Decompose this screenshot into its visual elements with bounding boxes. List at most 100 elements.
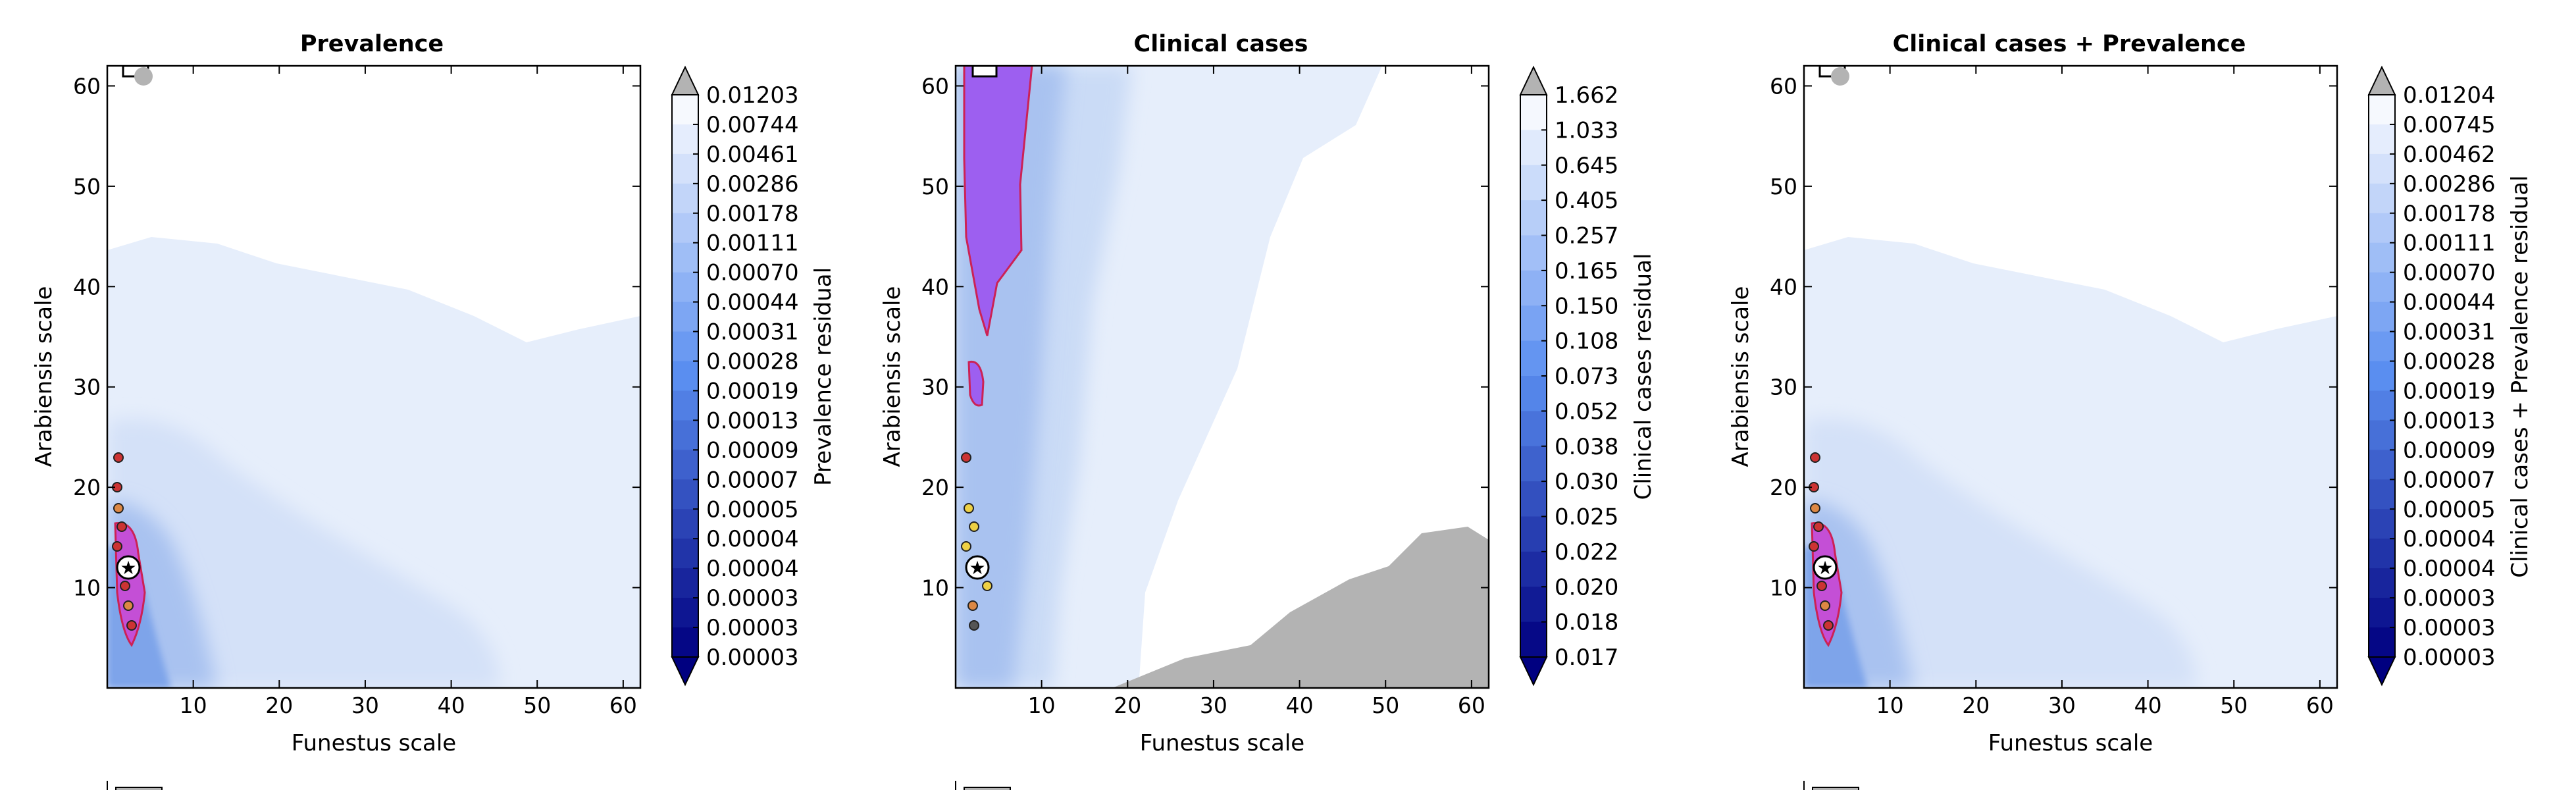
colorbar-extend-max [1519,65,1548,95]
colorbar-band [672,598,698,628]
colorbar-tick-label: 0.00009 [2403,437,2496,463]
panel-clinical-cases: Clinical cases ★ 10 20 30 40 50 60 10 20 30 40 50… [879,31,1657,756]
colorbar-tick-label: 0.00019 [706,378,799,404]
colorbar-band [2369,390,2395,421]
legend-fragments [107,781,1859,790]
y-tick-label: 50 [921,174,949,199]
x-tick-label: 40 [2134,693,2162,718]
heatmap-field: ★ [1804,66,2337,688]
svg-text:★: ★ [969,557,985,579]
x-axis-label: Funestus scale [292,730,456,756]
colorbar-band [672,568,698,598]
y-axis-label: Arabiensis scale [1728,286,1754,467]
x-axis: 10 20 30 40 50 60 [180,66,637,718]
colorbar-tick-label: 0.00028 [706,349,799,375]
colorbar-band [1520,446,1547,482]
colorbar-band [2369,450,2395,480]
colorbar-tick-label: 0.00003 [2403,585,2496,612]
optimum-marker [965,555,990,580]
colorbar-band [672,242,698,273]
colorbar-band [2369,124,2395,155]
colorbar-band [2369,183,2395,214]
colorbar-tick-label: 1.033 [1555,117,1618,144]
y-axis: 10 20 30 40 50 60 [921,73,1489,601]
colorbar-band [672,183,698,214]
colorbar-band [2369,539,2395,569]
colorbar-band [2369,242,2395,273]
colorbar-band [672,390,698,421]
colorbar-frame [671,94,699,658]
colorbar-tick-label: 0.017 [1555,645,1618,671]
colorbar-tick-label: 0.00744 [706,112,799,138]
colorbar-tick-label: 0.052 [1555,398,1618,425]
colorbar-band [672,272,698,303]
colorbar-band [1520,95,1547,130]
colorbar-extend-min [1519,656,1548,687]
chart-title: Clinical cases + Prevalence [1893,31,2246,57]
colorbar-tick-label: 0.00004 [2403,526,2496,552]
colorbar-band [672,479,698,510]
y-axis-label: Arabiensis scale [31,286,57,467]
y-tick-label: 60 [73,73,101,99]
colorbar-band [1520,200,1547,236]
y-tick-label: 30 [921,375,949,400]
colorbar-tick-label: 0.00019 [2403,378,2496,404]
colorbar-extend-min [671,656,700,687]
colorbar-tick-label: 0.030 [1555,469,1618,495]
colorbar-tick-label: 0.00461 [706,142,799,168]
colorbar-tick-label: 0.00003 [706,615,799,641]
colorbar-band [1520,411,1547,447]
colorbar-tick-label: 0.00111 [706,230,799,257]
colorbar-tick-label: 0.00003 [706,645,799,671]
x-tick-label: 50 [1372,693,1399,718]
x-tick-label: 10 [1876,693,1904,718]
colorbar-tick-label: 0.00745 [2403,112,2496,138]
colorbar-tick-label: 0.00009 [706,437,799,463]
y-tick-label: 40 [1770,274,1797,300]
colorbar-band [672,124,698,155]
chart-title: Clinical cases [1134,31,1308,57]
svg-text:★: ★ [120,557,136,579]
colorbar-band [672,420,698,450]
svg-text:★: ★ [1816,557,1833,579]
x-axis: 10 20 30 40 50 60 [1028,66,1485,718]
colorbar-tick-label: 0.073 [1555,363,1618,390]
colorbar-tick-label: 0.150 [1555,293,1618,319]
y-tick-label: 20 [921,475,949,500]
panel-clinical-cases-plus-prevalence: Clinical cases + Prevalence ★ 10 20 30 40 50… [1728,31,2533,756]
colorbar-tick-label: 0.00070 [706,260,799,286]
colorbar-band [672,450,698,480]
colorbar-tick-label: 0.00003 [2403,615,2496,641]
colorbar-band [2369,331,2395,362]
colorbar-extend-max [2367,65,2396,95]
colorbar-band [2369,153,2395,184]
x-tick-label: 30 [1200,693,1227,718]
x-tick-label: 10 [180,693,207,718]
colorbar-tick-label: 0.00044 [706,290,799,316]
colorbar-band [672,627,698,658]
y-tick-label: 10 [73,575,101,601]
colorbar: 0.01204 0.00745 0.00462 0.00286 0.00178 0.001… [2367,65,2496,687]
colorbar-band [2369,95,2395,125]
y-tick-label: 60 [921,73,949,99]
y-tick-label: 30 [73,375,101,400]
x-axis-label: Funestus scale [1140,730,1304,756]
panel-prevalence: Prevalence ★ 10 20 30 40 50 60 10 20 30 40 50 60 F… [31,31,837,756]
colorbar-tick-label: 0.00005 [706,496,799,523]
colorbar-tick-label: 0.00003 [2403,645,2496,671]
colorbar-band [1520,130,1547,166]
colorbar-tick-label: 0.00004 [706,526,799,552]
colorbar-tick-label: 0.00007 [706,467,799,493]
y-tick-label: 40 [921,274,949,300]
y-tick-label: 50 [73,174,101,199]
x-tick-label: 40 [438,693,465,718]
x-tick-label: 50 [2220,693,2248,718]
colorbar-band [672,302,698,332]
colorbar-tick-label: 0.025 [1555,504,1618,531]
plot-frame [1803,65,2338,689]
colorbar-band [1520,305,1547,342]
colorbar-band [2369,420,2395,450]
x-tick-label: 10 [1028,693,1056,718]
colorbar-frame [2368,94,2396,658]
